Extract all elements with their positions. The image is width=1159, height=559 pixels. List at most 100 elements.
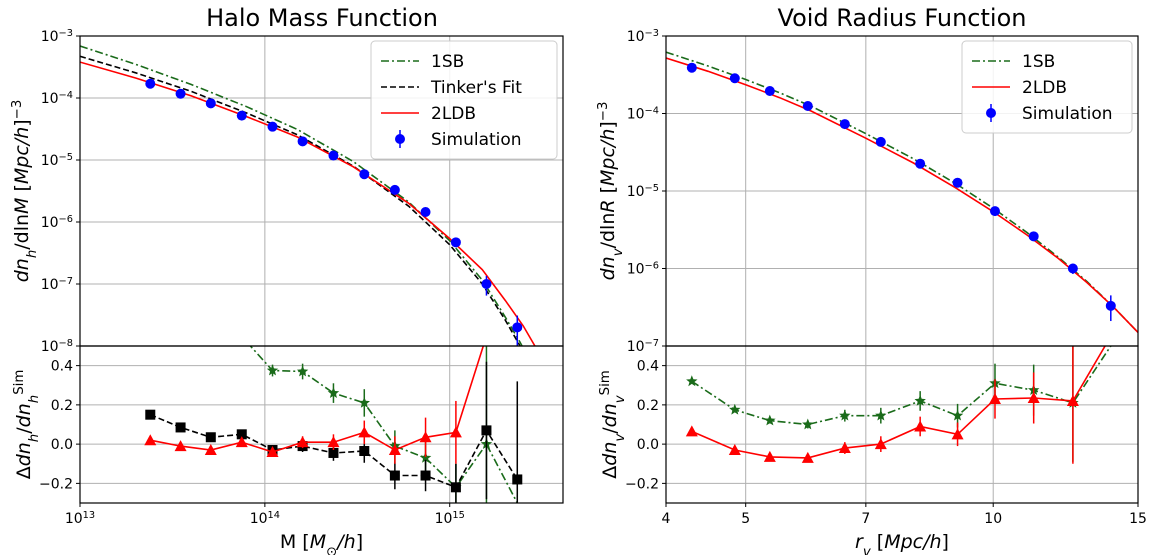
residual-point bbox=[204, 444, 217, 456]
residual-point bbox=[481, 425, 492, 436]
chart-panel-2: Void Radius Function 10−3 10−4 10−5 10−6 10−7… bbox=[596, 4, 1147, 559]
residual-point bbox=[951, 409, 964, 421]
simulation-point bbox=[145, 78, 156, 89]
legend-label: 1SB bbox=[431, 52, 464, 72]
legend-marker bbox=[395, 134, 405, 144]
tick-label: 10−3 bbox=[627, 28, 659, 46]
top-plot-area bbox=[666, 51, 1138, 333]
residual-point bbox=[205, 432, 216, 443]
series-line-2ldb bbox=[80, 61, 536, 346]
residual-point bbox=[235, 436, 248, 448]
tick-label: 10−6 bbox=[41, 214, 73, 232]
tick-label: −0.2 bbox=[625, 476, 659, 492]
tick-label: 0.0 bbox=[51, 437, 73, 453]
residual-point bbox=[763, 450, 776, 462]
simulation-point bbox=[512, 322, 523, 333]
bottom-axes-frame bbox=[665, 345, 1139, 504]
residual-point bbox=[449, 426, 462, 438]
residual-point bbox=[359, 445, 370, 456]
tick-label: 0.2 bbox=[51, 398, 73, 414]
simulation-point bbox=[729, 73, 740, 84]
simulation-point bbox=[952, 177, 963, 188]
legend-label: 2LDB bbox=[1022, 78, 1067, 98]
residual-point bbox=[988, 392, 1001, 404]
tick-label: 4 bbox=[662, 511, 671, 527]
legend-label: Simulation bbox=[1022, 104, 1113, 124]
tick-label: 1014 bbox=[250, 510, 280, 528]
bottom-axes-frame bbox=[79, 345, 564, 504]
y-axis-label-bottom: Δdnv/dnvSim bbox=[598, 370, 628, 478]
residual-point bbox=[729, 403, 741, 415]
legend-marker bbox=[986, 108, 996, 118]
residual-point bbox=[327, 436, 340, 448]
tick-label: 10−6 bbox=[627, 260, 659, 278]
series-line-tinker-s-fit bbox=[80, 55, 521, 346]
tick-label: 10−3 bbox=[41, 28, 73, 46]
tick-label: −0.2 bbox=[39, 476, 73, 492]
residual-point bbox=[358, 426, 371, 438]
residual-point bbox=[296, 436, 309, 448]
legend-label: 2LDB bbox=[431, 104, 476, 124]
tick-label: 10−8 bbox=[41, 338, 73, 356]
chart-title: Void Radius Function bbox=[778, 4, 1027, 32]
simulation-point bbox=[175, 88, 186, 99]
legend-label: 1SB bbox=[1022, 52, 1055, 72]
residual-point bbox=[1027, 392, 1040, 404]
residual-point bbox=[874, 438, 887, 450]
y-axis-label-top: dnh/dlnM [Mpc/h]−3 bbox=[10, 100, 40, 283]
residual-point bbox=[686, 375, 698, 387]
x-axis-label: M [M⊙/h] bbox=[280, 531, 363, 555]
residual-point bbox=[419, 451, 432, 463]
residual-point bbox=[328, 447, 339, 458]
residual-line-2ldb bbox=[691, 346, 1106, 459]
residual-point bbox=[145, 409, 156, 420]
tick-label: 10−4 bbox=[627, 105, 659, 123]
legend-label: Simulation bbox=[431, 130, 522, 150]
residual-point bbox=[802, 418, 814, 430]
residual-point bbox=[914, 420, 927, 432]
residual-line-1sb bbox=[249, 346, 519, 503]
simulation-point bbox=[915, 158, 926, 169]
simulation-point bbox=[297, 136, 308, 147]
residual-point bbox=[512, 474, 523, 485]
residual-point bbox=[875, 409, 887, 421]
top-plot-area bbox=[80, 45, 536, 346]
residual-point bbox=[266, 445, 279, 457]
tick-label: 0.4 bbox=[51, 359, 73, 375]
simulation-point bbox=[481, 279, 492, 289]
simulation-point bbox=[989, 206, 1000, 217]
residual-point bbox=[296, 365, 309, 377]
x-axis-label: rv [Mpc/h] bbox=[855, 531, 949, 555]
residual-point bbox=[174, 440, 187, 452]
residual-point bbox=[1066, 394, 1079, 406]
residual-line-1sb bbox=[691, 346, 1112, 426]
legend-box bbox=[370, 40, 558, 160]
tick-label: 10−7 bbox=[41, 276, 73, 294]
residual-point bbox=[236, 429, 247, 440]
simulation-point bbox=[1028, 231, 1039, 242]
y-axis-label-top: dnv/dlnR [Mpc/h]−3 bbox=[596, 102, 626, 281]
residual-point bbox=[144, 434, 157, 446]
residual-point bbox=[327, 387, 340, 398]
simulation-point bbox=[205, 98, 216, 109]
chart-title: Halo Mass Function bbox=[206, 4, 438, 32]
tick-label: 1015 bbox=[435, 510, 465, 528]
tick-label: 10−5 bbox=[627, 183, 659, 201]
residual-point bbox=[420, 470, 431, 481]
chart-panel-1: Halo Mass Function 10−3 10−4 10−5 10−6 10−7 10… bbox=[10, 4, 564, 559]
residual-point bbox=[801, 451, 814, 463]
simulation-point bbox=[875, 136, 886, 147]
simulation-point bbox=[267, 121, 278, 132]
legend-label: Tinker's Fit bbox=[430, 78, 522, 98]
bottom-plot-area bbox=[144, 346, 523, 503]
y-axis-label-bottom: Δdnh/dnhSim bbox=[12, 370, 42, 480]
residual-point bbox=[838, 442, 851, 454]
tick-label: 10−7 bbox=[627, 338, 659, 356]
residual-point bbox=[914, 394, 926, 406]
simulation-point bbox=[1105, 300, 1116, 311]
bottom-plot-area bbox=[685, 346, 1112, 464]
residual-point bbox=[839, 409, 851, 421]
residual-point bbox=[358, 396, 370, 408]
